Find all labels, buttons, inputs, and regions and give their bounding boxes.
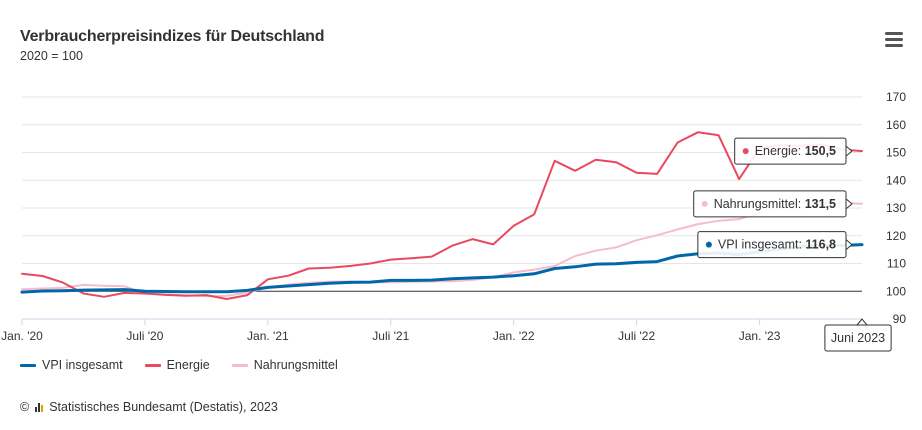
tooltip-box-vpi: VPI insgesamt: 116,8 [697,231,853,259]
hamburger-menu-icon[interactable] [883,30,905,50]
x-tick-label: Jan. '20 [1,329,43,343]
legend-swatch-nahrung [231,363,248,367]
credits[interactable]: © Statistisches Bundesamt (Destatis), 20… [20,400,278,414]
legend: VPI insgesamt Energie Nahrungsmittel [20,358,338,372]
x-tick-label: Jan. '23 [739,329,781,343]
x-tick-label: Juli '21 [372,329,409,343]
tooltip: Energie: 150,5 Nahrungsmittel: 131,5 VPI i… [693,137,892,352]
x-tick-label: Jan. '22 [493,329,535,343]
menu-line [885,32,903,35]
x-tick-label: Jan. '21 [247,329,289,343]
y-tick-label: 150 [886,146,906,160]
y-axis: 90 100 110 120 130 140 150 160 170 [886,90,906,326]
x-crosshair-pointer [855,318,869,326]
tooltip-text-energie: Energie: 150,5 [755,144,836,158]
y-tick-label: 160 [886,118,906,132]
tooltip-label: VPI insgesamt: [718,238,806,252]
tooltip-dot-energie [742,148,749,155]
chart-subtitle: 2020 = 100 [20,49,83,63]
tooltip-box-energie: Energie: 150,5 [734,137,853,165]
copyright-symbol: © [20,400,30,414]
menu-line [885,44,903,47]
tooltip-box-nahrung: Nahrungsmittel: 131,5 [693,190,853,218]
tooltip-dot-vpi [705,241,712,248]
legend-swatch-energie [144,363,161,367]
legend-label-energie: Energie [166,358,210,372]
y-tick-label: 170 [886,90,906,104]
y-tick-label: 100 [886,284,906,298]
legend-label-nahrung: Nahrungsmittel [253,358,338,372]
x-crosshair-text: Juni 2023 [831,331,885,345]
tooltip-text-nahrung: Nahrungsmittel: 131,5 [714,197,836,211]
tooltip-value: 116,8 [805,238,836,252]
y-tick-label: 130 [886,201,906,215]
y-tick-label: 140 [886,173,906,187]
tooltip-value: 131,5 [805,197,836,211]
legend-item-energie[interactable]: Energie [144,358,210,372]
legend-label-vpi: VPI insgesamt [42,358,123,372]
legend-item-vpi[interactable]: VPI insgesamt [20,358,123,372]
x-tick-label: Juli '22 [618,329,655,343]
legend-item-nahrung[interactable]: Nahrungsmittel [231,358,338,372]
x-crosshair-label: Juni 2023 [824,318,892,352]
menu-line [885,38,903,41]
tooltip-pointer [845,197,853,210]
tooltip-pointer [845,145,853,158]
legend-swatch-vpi [20,363,36,367]
y-tick-label: 120 [886,229,906,243]
chart-title: Verbraucherpreisindizes für Deutschland [20,28,325,45]
tooltip-label: Energie: [755,144,805,158]
tooltip-pointer [845,238,853,251]
y-tick-label: 110 [887,257,906,271]
tooltip-dot-nahrung [701,200,708,207]
line-chart[interactable]: 90 100 110 120 130 140 150 160 170 Jan. '20 Juli … [0,0,922,355]
tooltip-label: Nahrungsmittel: [714,197,805,211]
x-tick-label: Juli '20 [126,329,163,343]
credits-text: Statistisches Bundesamt (Destatis), 2023 [49,400,278,414]
destatis-logo-icon [35,402,44,412]
tooltip-text-vpi: VPI insgesamt: 116,8 [718,238,836,252]
x-axis: Jan. '20 Juli '20 Jan. '21 Juli '21 Jan. '22… [1,318,862,343]
tooltip-value: 150,5 [805,144,836,158]
series-line-energie[interactable] [21,131,863,300]
y-tick-label: 90 [893,312,907,326]
